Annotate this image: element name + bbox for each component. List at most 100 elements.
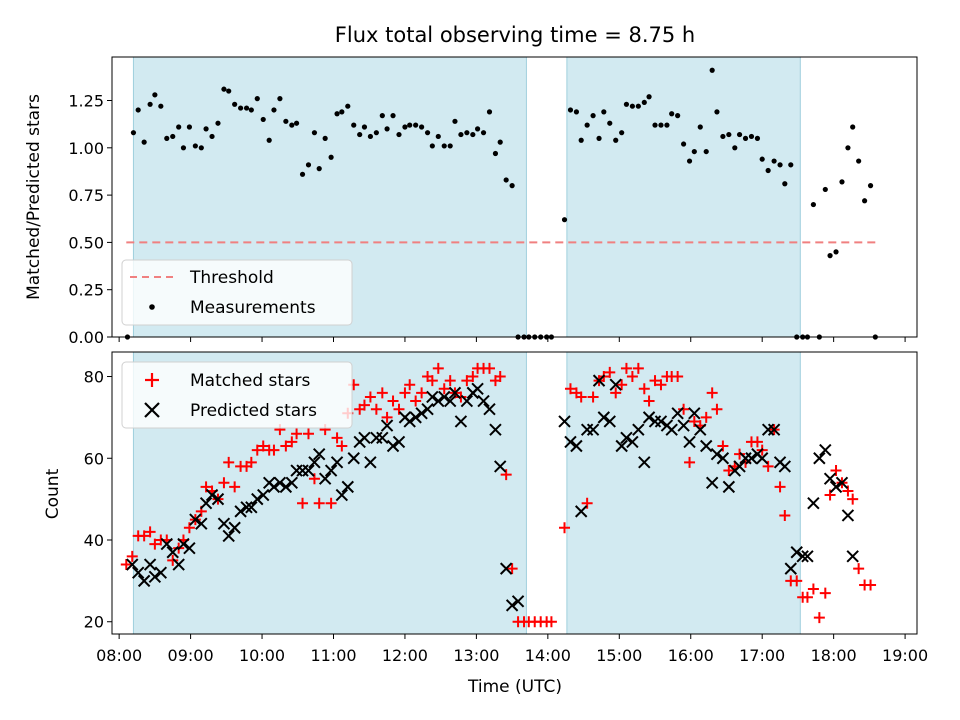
top-legend-threshold-label: Threshold [189, 268, 274, 288]
bottom-matched-point [587, 391, 599, 403]
bottom-predicted-point [228, 521, 241, 534]
bottom-predicted-point [148, 570, 162, 583]
bottom-predicted-point [654, 415, 668, 428]
bottom-legend-matched-label: Matched stars [190, 371, 310, 391]
bottom-predicted-point [251, 492, 264, 506]
top-point [623, 101, 630, 107]
bottom-predicted-point [671, 407, 684, 420]
x-tick-label: 14:00 [525, 646, 571, 665]
bottom-y-tick-label: 80 [84, 368, 104, 387]
bottom-predicted-point [403, 415, 416, 428]
bottom-predicted-point [160, 537, 173, 551]
bottom-predicted-point [341, 480, 354, 494]
top-point [867, 183, 874, 189]
top-point [373, 130, 379, 136]
x-tick-label: 19:00 [882, 646, 928, 665]
top-point [732, 145, 738, 151]
bottom-matched-point [751, 436, 763, 448]
bottom-predicted-point [710, 447, 724, 461]
top-point [833, 249, 839, 255]
top-axes-frame [111, 56, 918, 338]
bottom-predicted-point [642, 411, 656, 424]
x-tick-label: 11:00 [310, 646, 356, 665]
bottom-predicted-point [318, 472, 332, 485]
bottom-matched-point [144, 526, 156, 538]
top-point [726, 131, 732, 138]
top-point [361, 124, 368, 130]
top-point [578, 137, 584, 143]
x-axis-label: Time (UTC) [467, 677, 562, 697]
bottom-legend-matched-swatch [145, 373, 159, 387]
top-point [561, 217, 568, 223]
bottom-matched-point [120, 559, 132, 571]
top-point [736, 131, 743, 138]
top-point [238, 105, 244, 111]
bottom-matched-point [564, 383, 576, 395]
bottom-predicted-point [603, 415, 616, 428]
bottom-matched-point [381, 411, 393, 423]
bottom-predicted-point [143, 558, 157, 571]
bottom-predicted-point [199, 497, 213, 510]
bottom-matched-point [581, 497, 593, 509]
bottom-predicted-point [846, 550, 859, 563]
bottom-predicted-point [308, 456, 321, 469]
bottom-matched-point [706, 387, 718, 399]
bottom-predicted-point [819, 443, 832, 457]
x-tick-label: 08:00 [96, 646, 142, 665]
bottom-matched-point [410, 395, 422, 407]
bottom-predicted-point [807, 497, 820, 510]
bottom-predicted-point [421, 403, 434, 416]
bottom-predicted-point [172, 558, 185, 571]
bottom-matched-point [393, 403, 405, 415]
bottom-matched-point [774, 481, 786, 493]
bottom-matched-point [545, 616, 557, 628]
top-point [464, 130, 470, 136]
top-point [402, 124, 408, 130]
bottom-predicted-point [511, 595, 525, 608]
top-point [164, 135, 170, 141]
bottom-predicted-point [177, 537, 190, 551]
top-legend: Threshold Measurements [121, 259, 353, 326]
top-point [407, 122, 413, 128]
top-point [209, 133, 215, 140]
bottom-predicted-point [217, 517, 231, 530]
top-point [147, 101, 153, 107]
bottom-matched-point [610, 387, 622, 399]
top-point [497, 139, 503, 145]
bottom-matched-point [167, 554, 179, 566]
bottom-predicted-point [347, 452, 360, 465]
top-point [277, 96, 283, 102]
bottom-predicted-point [222, 529, 235, 543]
bottom-matched-point [734, 448, 746, 460]
bottom-y-axis-label: Count [43, 468, 63, 519]
bottom-matched-point [494, 371, 506, 383]
top-legend-measurements-swatch [149, 304, 155, 310]
bottom-matched-point [638, 383, 650, 395]
bottom-legend-predicted-swatch [144, 402, 160, 418]
bottom-matched-point [678, 403, 690, 415]
bottom-y-tick-label: 60 [84, 449, 104, 468]
bottom-matched-point [331, 432, 343, 444]
top-point [584, 122, 590, 128]
bottom-predicted-point [796, 550, 809, 563]
top-panel: 0.00 0.25 0.50 0.75 1.00 1.25 Matched/Predict… [24, 56, 918, 347]
bottom-matched-point [865, 579, 877, 591]
bottom-predicted-point [257, 488, 270, 502]
bottom-matched-point [325, 497, 337, 509]
bottom-predicted-point [841, 509, 855, 522]
bottom-predicted-point [137, 574, 151, 588]
top-point [629, 103, 635, 109]
bottom-predicted-point [454, 415, 468, 428]
bottom-predicted-point [432, 394, 445, 408]
bottom-matched-point [245, 456, 257, 468]
bottom-predicted-point [279, 480, 293, 494]
bottom-predicted-point [505, 599, 519, 612]
bottom-matched-point [461, 375, 473, 387]
top-point [771, 158, 777, 164]
top-point [221, 86, 227, 92]
bottom-matched-point [620, 362, 632, 374]
top-point [658, 122, 664, 128]
top-point [152, 92, 158, 98]
top-point [748, 133, 755, 140]
